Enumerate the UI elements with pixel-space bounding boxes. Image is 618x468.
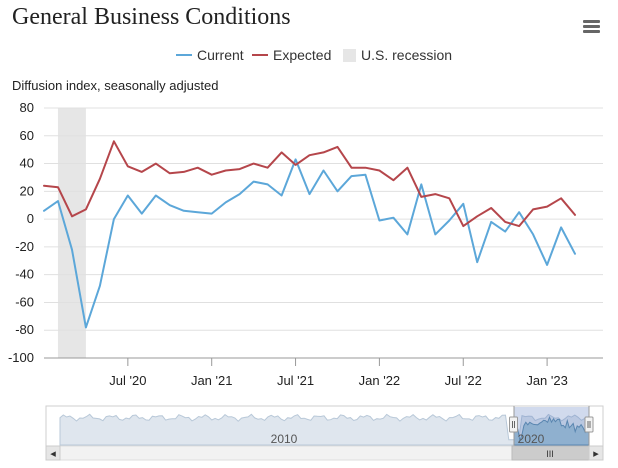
recession-band xyxy=(57,108,86,358)
navigator-label-2020: 2020 xyxy=(518,432,545,446)
x-tick-label: Jul '21 xyxy=(277,373,314,388)
scrollbar-right-button[interactable] xyxy=(588,445,604,461)
y-tick-label: 60 xyxy=(20,128,34,143)
legend-expected-label: Expected xyxy=(273,47,332,63)
series-line-current[interactable] xyxy=(43,158,576,329)
y-tick-label: 20 xyxy=(20,183,34,198)
y-tick-label: -40 xyxy=(15,267,34,282)
legend-expected-swatch xyxy=(252,54,268,56)
y-tick-label: -80 xyxy=(15,322,34,337)
x-tick-label: Jan '22 xyxy=(359,373,401,388)
legend-current-label: Current xyxy=(197,47,244,63)
y-tick-label: 0 xyxy=(27,211,34,226)
chart-legend: Current Expected U.S. recession xyxy=(0,46,618,64)
legend-item-recession[interactable]: U.S. recession xyxy=(343,46,452,64)
y-tick-label: -20 xyxy=(15,239,34,254)
x-tick-label: Jan '21 xyxy=(191,373,233,388)
navigator-series-area xyxy=(59,413,589,446)
series-line-expected[interactable] xyxy=(43,140,576,228)
y-tick-label: 40 xyxy=(20,156,34,171)
hamburger-menu-icon[interactable] xyxy=(583,20,600,34)
navigator-right-handle[interactable] xyxy=(584,416,594,433)
y-tick-label: 80 xyxy=(20,100,34,115)
legend-recession-label: U.S. recession xyxy=(361,47,453,63)
scrollbar[interactable]: ◂ III ▸ xyxy=(45,445,604,461)
x-tick-label: Jul '22 xyxy=(445,373,482,388)
x-tick-label: Jan '23 xyxy=(526,373,568,388)
legend-item-current[interactable]: Current xyxy=(176,46,244,64)
y-axis-title: Diffusion index, seasonally adjusted xyxy=(12,78,219,93)
x-tick-label: Jul '20 xyxy=(109,373,146,388)
chart-title: General Business Conditions xyxy=(12,4,291,30)
scrollbar-right-arrow-icon: ▸ xyxy=(593,448,599,460)
navigator[interactable]: 2010 2020 xyxy=(45,405,604,447)
scrollbar-left-button[interactable] xyxy=(45,445,61,461)
y-tick-label: -60 xyxy=(15,294,34,309)
legend-item-expected[interactable]: Expected xyxy=(252,46,331,64)
scrollbar-thumb-grip: III xyxy=(546,449,554,459)
navigator-left-handle[interactable] xyxy=(509,416,518,433)
legend-recession-swatch xyxy=(343,48,356,62)
navigator-selected-series xyxy=(513,415,590,446)
scrollbar-left-arrow-icon: ◂ xyxy=(50,448,56,460)
legend-current-swatch xyxy=(176,54,192,56)
y-tick-label: -100 xyxy=(8,350,34,365)
navigator-label-2010: 2010 xyxy=(271,432,298,446)
